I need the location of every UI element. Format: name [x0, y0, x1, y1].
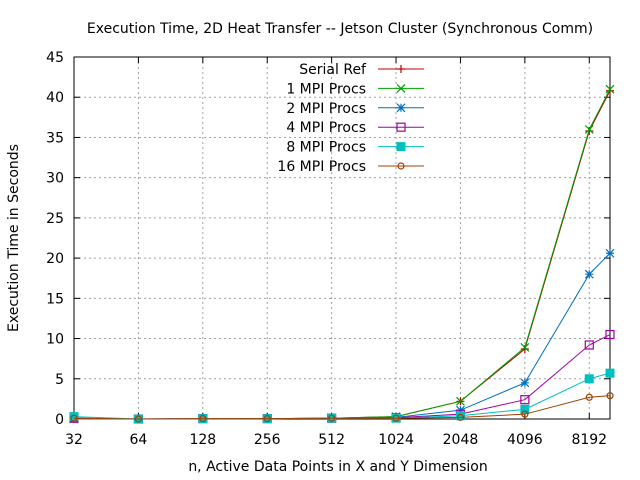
x-tick-label: 4096 [507, 432, 543, 448]
series-8-mpi-procs [69, 368, 615, 424]
y-axis-label: Execution Time in Seconds [6, 144, 22, 332]
data-point [605, 368, 615, 378]
x-tick-label: 8192 [571, 432, 607, 448]
data-point [520, 395, 530, 405]
legend-entry: 4 MPI Procs [286, 120, 424, 136]
x-tick-label: 64 [129, 432, 147, 448]
legend-swatch-marker [396, 103, 406, 113]
legend-entry: 8 MPI Procs [286, 140, 424, 156]
data-point [263, 414, 271, 423]
legend-label: 2 MPI Procs [286, 101, 366, 117]
y-tick-label: 10 [46, 332, 64, 348]
legend-entry: 1 MPI Procs [286, 81, 424, 97]
data-point [456, 396, 465, 406]
data-point [455, 411, 465, 421]
data-point [520, 404, 530, 414]
y-tick-label: 35 [46, 130, 64, 146]
series-4-mpi-procs [69, 329, 615, 424]
y-tick-label: 40 [46, 90, 64, 106]
y-tick-label: 15 [46, 291, 64, 307]
data-point [456, 413, 465, 421]
series-16-mpi-procs [70, 392, 614, 423]
series-line [73, 395, 611, 420]
x-tick-label: 2048 [443, 432, 479, 448]
data-point [392, 414, 400, 422]
legend-label: 8 MPI Procs [286, 140, 366, 156]
series-group [69, 84, 615, 424]
y-tick-label: 20 [46, 251, 64, 267]
data-point [521, 410, 529, 418]
x-tick-label: 512 [318, 432, 345, 448]
series-line [73, 334, 611, 420]
legend-swatch-marker [396, 83, 406, 93]
legend: Serial Ref 1 MPI Procs 2 MPI Procs 4 MPI Pr… [277, 62, 424, 175]
legend-swatch-marker [397, 162, 405, 170]
axis-ticks: 0 5 10 15 20 25 30 35 40 45 32 64 128 256 512 1024 2048 4… [46, 50, 610, 448]
legend-entry: 16 MPI Procs [277, 159, 424, 175]
data-point [606, 392, 614, 400]
legend-label: 16 MPI Procs [277, 159, 366, 175]
x-tick-label: 1024 [378, 432, 414, 448]
legend-entry: Serial Ref [299, 62, 424, 78]
data-point [520, 378, 530, 388]
legend-label: 1 MPI Procs [286, 81, 366, 97]
data-point [584, 124, 594, 134]
data-point [584, 340, 594, 350]
x-tick-label: 256 [254, 432, 281, 448]
legend-label: Serial Ref [299, 62, 367, 78]
legend-label: 4 MPI Procs [286, 120, 366, 136]
data-point [70, 414, 78, 422]
series-serial-ref [70, 86, 614, 423]
y-tick-label: 5 [55, 372, 64, 388]
x-axis-label: n, Active Data Points in X and Y Dimensi… [188, 459, 487, 475]
data-point [605, 248, 615, 258]
data-point [134, 415, 143, 423]
data-point [606, 86, 614, 95]
data-point [69, 412, 79, 422]
data-point [584, 374, 594, 384]
legend-entry: 2 MPI Procs [286, 101, 424, 117]
data-point [520, 342, 530, 352]
x-tick-label: 32 [65, 432, 83, 448]
data-point [199, 414, 207, 423]
legend-swatch-marker [396, 142, 406, 152]
series-2-mpi-procs [69, 248, 615, 424]
legend-swatch-marker [397, 65, 405, 73]
y-tick-label: 45 [46, 50, 64, 66]
series-line [73, 252, 611, 420]
y-tick-label: 30 [46, 171, 64, 187]
y-tick-label: 0 [55, 412, 64, 428]
x-tick-label: 128 [189, 432, 216, 448]
legend-swatch-marker [396, 122, 406, 132]
data-point [585, 393, 593, 401]
plot-frame [73, 56, 611, 420]
grid [74, 57, 610, 419]
y-tick-label: 25 [46, 211, 64, 227]
data-point [328, 414, 336, 422]
data-point [584, 269, 594, 279]
data-point [605, 84, 615, 94]
data-point [605, 329, 615, 340]
chart-title: Execution Time, 2D Heat Transfer -- Jets… [87, 21, 593, 37]
